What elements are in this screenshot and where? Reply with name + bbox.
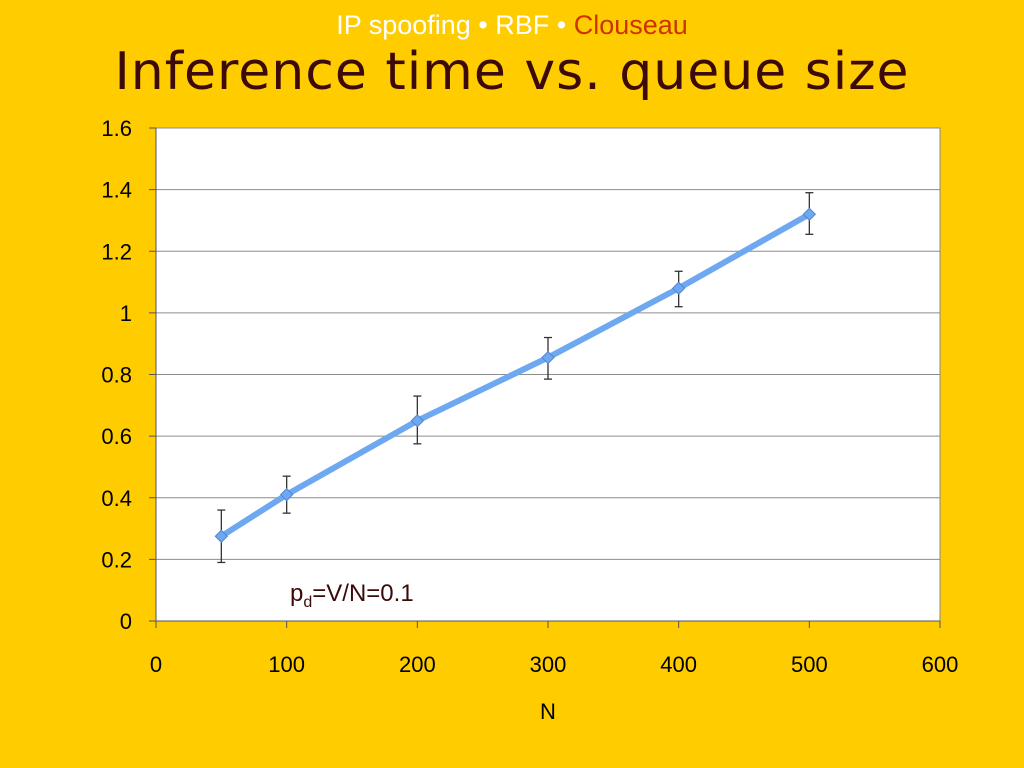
y-axis-ticks: 0 0.2 0.4 0.6 0.8 1 1.2 1.4 1.6 bbox=[101, 116, 156, 634]
series-group bbox=[214, 207, 817, 543]
x-tick-label: 300 bbox=[530, 652, 567, 677]
annotation-subscript: d bbox=[303, 594, 312, 611]
x-tick-label: 600 bbox=[922, 652, 959, 677]
y-tick-label: 0 bbox=[120, 609, 132, 634]
x-tick-label: 200 bbox=[399, 652, 436, 677]
header-ip-spoofing: IP spoofing bbox=[336, 10, 471, 40]
header-separator: • bbox=[549, 10, 574, 40]
y-tick-label: 1.4 bbox=[101, 178, 132, 203]
x-axis-ticks: 0 100 200 300 400 500 600 bbox=[150, 621, 958, 677]
data-point bbox=[541, 350, 555, 365]
y-tick-label: 0.2 bbox=[101, 547, 132, 572]
x-tick-label: 0 bbox=[150, 652, 162, 677]
annotation-base: p bbox=[290, 580, 303, 607]
data-point bbox=[802, 207, 817, 221]
y-tick-label: 1 bbox=[120, 301, 132, 326]
y-tick-label: 0.6 bbox=[101, 424, 132, 449]
x-axis-title: N bbox=[540, 699, 556, 724]
series-line bbox=[218, 211, 813, 540]
x-tick-label: 500 bbox=[791, 652, 828, 677]
data-point bbox=[410, 414, 425, 428]
x-tick-label: 400 bbox=[660, 652, 697, 677]
header-clouseau: Clouseau bbox=[573, 10, 688, 40]
data-point bbox=[214, 529, 229, 543]
y-tick-label: 0.8 bbox=[101, 363, 132, 388]
data-point bbox=[279, 487, 294, 502]
data-point bbox=[671, 281, 686, 295]
header-separator: • bbox=[470, 10, 496, 40]
header-rbf: RBF bbox=[495, 10, 550, 40]
annotation-rest: =V/N=0.1 bbox=[312, 580, 413, 607]
slide-header: IP spoofing • RBF • Clouseau bbox=[0, 10, 1024, 41]
slide-title: Inference time vs. queue size bbox=[114, 42, 910, 102]
y-tick-label: 1.2 bbox=[101, 239, 132, 264]
annotation-pd: pd=V/N=0.1 bbox=[290, 580, 414, 611]
y-tick-label: 0.4 bbox=[101, 486, 132, 511]
x-tick-label: 100 bbox=[268, 652, 305, 677]
y-tick-label: 1.6 bbox=[101, 116, 132, 141]
